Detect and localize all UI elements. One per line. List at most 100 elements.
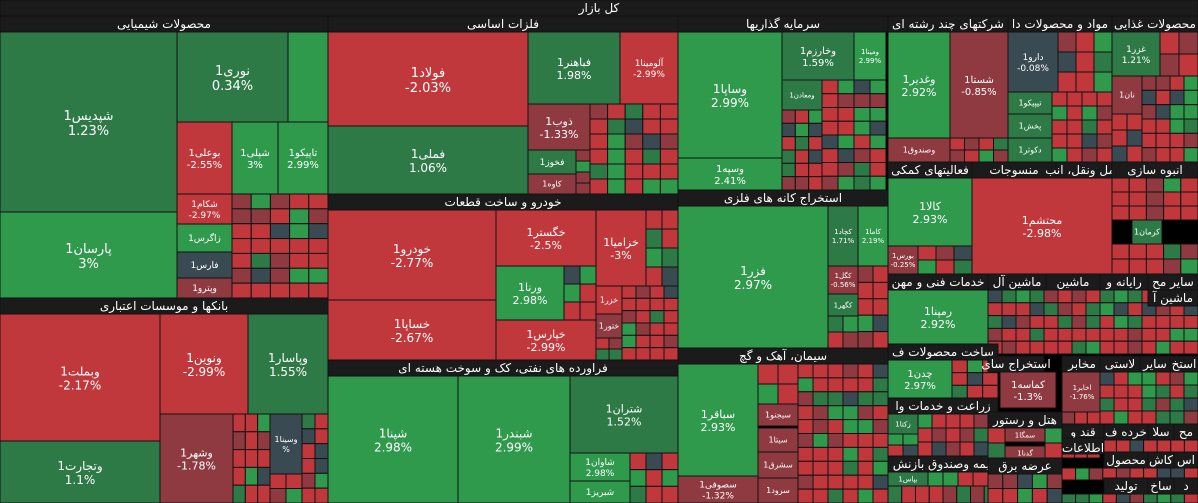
tile[interactable] <box>1099 371 1115 386</box>
tile[interactable] <box>301 472 316 489</box>
tile[interactable] <box>0 440 161 503</box>
tile[interactable] <box>857 391 874 407</box>
tile[interactable] <box>827 419 844 435</box>
tile[interactable] <box>837 148 855 163</box>
tile[interactable] <box>1057 289 1073 304</box>
tile[interactable] <box>1155 132 1171 149</box>
tile[interactable] <box>928 485 944 503</box>
tile[interactable] <box>853 93 871 108</box>
tile[interactable] <box>250 267 271 284</box>
tile[interactable] <box>1075 31 1095 53</box>
tile[interactable] <box>269 208 291 225</box>
tile[interactable] <box>308 267 329 284</box>
tile[interactable] <box>1046 473 1063 489</box>
tile[interactable] <box>308 282 329 299</box>
tile[interactable] <box>1169 327 1185 342</box>
tile[interactable] <box>301 428 316 445</box>
tile[interactable] <box>1180 177 1198 193</box>
tile[interactable] <box>1057 51 1077 73</box>
tile[interactable] <box>917 413 933 429</box>
tile[interactable] <box>917 427 933 443</box>
tile[interactable] <box>1111 191 1130 207</box>
tile[interactable] <box>1015 315 1031 329</box>
tile[interactable] <box>842 331 859 349</box>
tile[interactable] <box>781 79 823 111</box>
tile[interactable] <box>857 419 874 435</box>
tile[interactable] <box>250 282 271 299</box>
tile[interactable] <box>232 431 246 451</box>
tile[interactable] <box>794 176 810 191</box>
tile[interactable] <box>808 136 823 151</box>
tile[interactable] <box>1085 340 1101 355</box>
tile[interactable] <box>1141 410 1157 425</box>
tile[interactable] <box>1057 71 1077 93</box>
tile[interactable] <box>232 484 246 503</box>
tile[interactable] <box>1002 473 1019 489</box>
tile[interactable] <box>1128 258 1147 275</box>
tile[interactable] <box>269 267 291 284</box>
tile[interactable] <box>1127 410 1143 425</box>
tile[interactable] <box>1169 75 1185 91</box>
tile[interactable] <box>661 485 679 503</box>
tile[interactable] <box>1007 137 1053 163</box>
tile[interactable] <box>1066 147 1083 163</box>
tile[interactable] <box>569 375 679 454</box>
tile[interactable] <box>1145 243 1165 260</box>
tile[interactable] <box>887 485 903 503</box>
tile[interactable] <box>159 413 234 503</box>
tile[interactable] <box>1051 119 1068 135</box>
tile[interactable] <box>1085 289 1101 304</box>
tile[interactable] <box>621 347 637 361</box>
tile[interactable] <box>659 178 679 195</box>
tile[interactable] <box>949 31 1009 139</box>
tile[interactable] <box>244 449 259 468</box>
tile[interactable] <box>231 282 252 299</box>
tile[interactable] <box>872 433 889 448</box>
tile[interactable] <box>1169 89 1185 106</box>
tile[interactable] <box>635 310 651 324</box>
tile[interactable] <box>970 485 985 503</box>
tile[interactable] <box>837 107 855 122</box>
tile[interactable] <box>949 149 965 163</box>
tile[interactable] <box>794 162 810 178</box>
tile[interactable] <box>1061 371 1103 413</box>
tile[interactable] <box>827 433 844 448</box>
tile[interactable] <box>176 121 233 195</box>
tile[interactable] <box>781 122 796 138</box>
tile[interactable] <box>607 178 626 195</box>
tile[interactable] <box>250 252 271 269</box>
tile[interactable] <box>1180 243 1198 260</box>
tile[interactable] <box>917 259 937 275</box>
tile[interactable] <box>1111 129 1128 147</box>
tile[interactable] <box>1163 243 1182 260</box>
tile[interactable] <box>176 31 289 123</box>
tile[interactable] <box>827 474 844 490</box>
tile[interactable] <box>1081 147 1098 163</box>
tile[interactable] <box>857 205 889 267</box>
tile[interactable] <box>812 488 829 503</box>
tile[interactable] <box>915 485 930 503</box>
tile[interactable] <box>869 148 887 163</box>
tile[interactable] <box>1085 315 1101 329</box>
tile[interactable] <box>1044 442 1063 459</box>
tile[interactable] <box>1169 104 1185 120</box>
tile[interactable] <box>1141 147 1157 163</box>
tile[interactable] <box>993 149 1009 163</box>
tile[interactable] <box>837 162 855 177</box>
tile[interactable] <box>575 182 591 195</box>
tile[interactable] <box>973 427 989 443</box>
tile[interactable] <box>244 484 259 503</box>
tile[interactable] <box>1051 91 1068 107</box>
tile[interactable] <box>1180 205 1198 221</box>
tile[interactable] <box>857 377 874 393</box>
tile[interactable] <box>663 285 679 299</box>
tile[interactable] <box>821 93 839 108</box>
tile[interactable] <box>0 31 178 213</box>
tile[interactable] <box>1029 327 1045 342</box>
tile[interactable] <box>1131 219 1163 245</box>
tile[interactable] <box>244 431 259 451</box>
tile[interactable] <box>649 347 665 361</box>
tile[interactable] <box>624 133 644 150</box>
tile[interactable] <box>1088 493 1104 503</box>
tile[interactable] <box>827 205 859 267</box>
